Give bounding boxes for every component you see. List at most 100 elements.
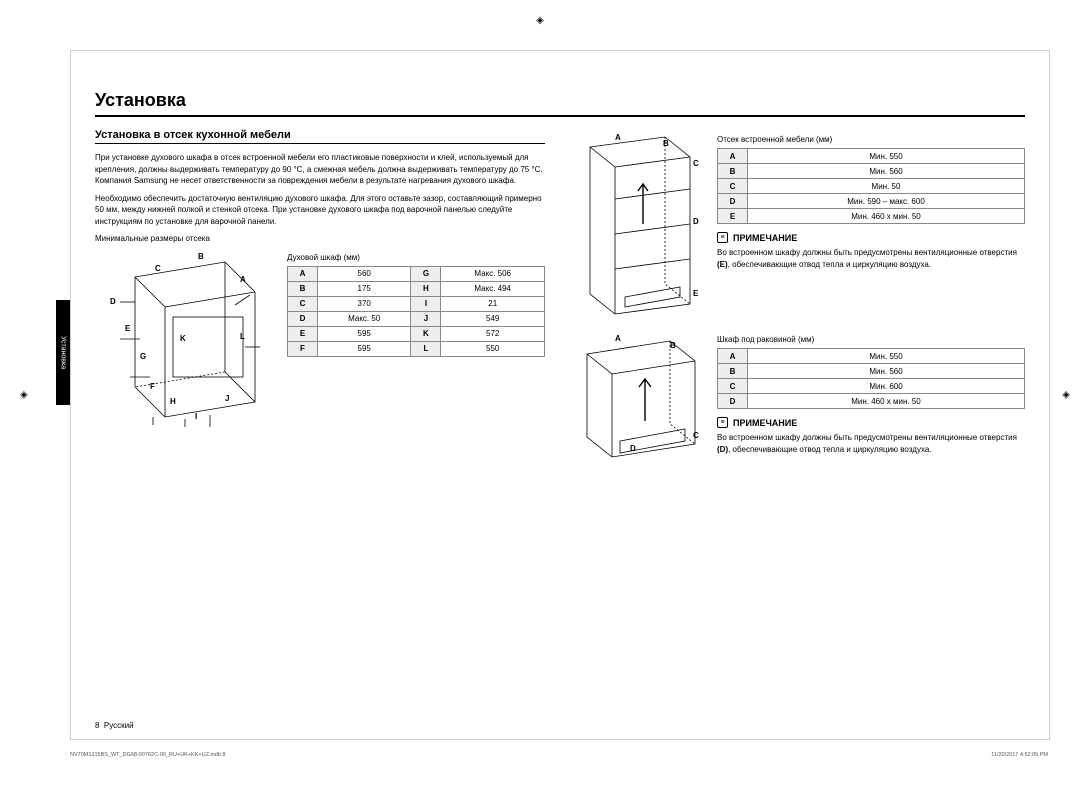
footer-timestamp: 11/20/2017 4:52:05 PM	[991, 752, 1048, 758]
oven-lbl-f: F	[150, 382, 155, 391]
table-val: 550	[441, 341, 545, 356]
table-key: C	[718, 379, 748, 394]
table-val: Мин. 600	[748, 379, 1025, 394]
table-val: Мин. 560	[748, 364, 1025, 379]
table-val: Мин. 550	[748, 149, 1025, 164]
section-heading: Установка в отсек кухонной мебели	[95, 129, 545, 141]
table-val: 21	[441, 296, 545, 311]
oven-row: B C A D E K L G F H I J Духовой шкаф (мм…	[95, 247, 545, 432]
table-val: 549	[441, 311, 545, 326]
note-heading-2: ≡ ПРИМЕЧАНИЕ	[717, 417, 1025, 428]
table-key: K	[411, 326, 441, 341]
table-val: 175	[318, 281, 411, 296]
table-key: F	[288, 341, 318, 356]
columns: Установка в отсек кухонной мебели При ус…	[95, 129, 1025, 471]
table-key: C	[288, 296, 318, 311]
oven-table-wrap: Духовой шкаф (мм) A560GМакс. 506B175HМак…	[287, 247, 545, 357]
oven-diagram: B C A D E K L G F H I J	[95, 247, 275, 432]
paragraph-1: При установке духового шкафа в отсек вст…	[95, 152, 545, 187]
crop-mark-left: ◈	[20, 390, 28, 401]
heavy-rule	[95, 115, 1025, 117]
page-number: 8 Русский	[95, 721, 134, 730]
sink-table: AМин. 550BМин. 560CМин. 600DМин. 460 x м…	[717, 348, 1025, 409]
table-val: 560	[318, 266, 411, 281]
cabinet-table-wrap: Отсек встроенной мебели (мм) AМин. 550BМ…	[717, 129, 1025, 319]
table-val: 572	[441, 326, 545, 341]
sink-row: A B C D Шкаф под раковиной (мм) AМин. 55…	[575, 329, 1025, 461]
cabinet-table: AМин. 550BМин. 560CМин. 50DМин. 590 – ма…	[717, 148, 1025, 224]
table-key: H	[411, 281, 441, 296]
sink-table-wrap: Шкаф под раковиной (мм) AМин. 550BМин. 5…	[717, 329, 1025, 461]
table-val: Мин. 460 x мин. 50	[748, 394, 1025, 409]
table-key: J	[411, 311, 441, 326]
table-val: Мин. 50	[748, 179, 1025, 194]
table-val: 370	[318, 296, 411, 311]
oven-lbl-a: A	[240, 275, 246, 284]
table-key: E	[718, 209, 748, 224]
sink-diagram: A B C D	[575, 329, 705, 459]
oven-lbl-j: J	[225, 394, 229, 403]
oven-lbl-e: E	[125, 324, 130, 333]
table-val: Макс. 50	[318, 311, 411, 326]
oven-table: A560GМакс. 506B175HМакс. 494C370I21DМакс…	[287, 266, 545, 357]
note-icon: ≡	[717, 232, 728, 243]
oven-lbl-d: D	[110, 297, 116, 306]
cabinet-table-title: Отсек встроенной мебели (мм)	[717, 135, 1025, 144]
oven-lbl-b: B	[198, 252, 204, 261]
crop-mark-top: ◈	[536, 15, 544, 26]
note-heading-1: ≡ ПРИМЕЧАНИЕ	[717, 232, 1025, 243]
oven-lbl-g: G	[140, 352, 146, 361]
table-val: 595	[318, 341, 411, 356]
table-key: D	[718, 194, 748, 209]
table-key: B	[288, 281, 318, 296]
cabinet-diagram: A B C D E	[575, 129, 705, 319]
table-key: L	[411, 341, 441, 356]
table-key: C	[718, 179, 748, 194]
cab-lbl-b: B	[663, 139, 669, 148]
sink-lbl-c: C	[693, 431, 699, 440]
sink-lbl-a: A	[615, 334, 621, 343]
table-key: D	[288, 311, 318, 326]
page-content: Установка Установка в отсек кухонной меб…	[95, 90, 1025, 720]
oven-lbl-l: L	[240, 332, 245, 341]
oven-lbl-i: I	[195, 412, 197, 421]
column-left: Установка в отсек кухонной мебели При ус…	[95, 129, 545, 471]
table-val: Мин. 560	[748, 164, 1025, 179]
table-key: I	[411, 296, 441, 311]
oven-lbl-h: H	[170, 397, 176, 406]
oven-table-title: Духовой шкаф (мм)	[287, 253, 545, 262]
table-key: E	[288, 326, 318, 341]
table-key: D	[718, 394, 748, 409]
cab-lbl-d: D	[693, 217, 699, 226]
column-right: A B C D E Отсек встроенной мебели (мм) A…	[575, 129, 1025, 471]
sink-table-title: Шкаф под раковиной (мм)	[717, 335, 1025, 344]
cab-lbl-a: A	[615, 133, 621, 142]
table-key: A	[718, 349, 748, 364]
side-tab: Установка	[56, 300, 70, 405]
table-key: B	[718, 364, 748, 379]
sink-lbl-d: D	[630, 444, 636, 453]
cab-lbl-c: C	[693, 159, 699, 168]
note-icon: ≡	[717, 417, 728, 428]
cabinet-svg	[575, 129, 705, 319]
table-key: B	[718, 164, 748, 179]
table-key: A	[288, 266, 318, 281]
table-key: G	[411, 266, 441, 281]
oven-lbl-k: K	[180, 334, 186, 343]
sink-svg	[575, 329, 705, 459]
cabinet-row: A B C D E Отсек встроенной мебели (мм) A…	[575, 129, 1025, 319]
oven-lbl-c: C	[155, 264, 161, 273]
note-label-1: ПРИМЕЧАНИЕ	[733, 233, 797, 243]
paragraph-2: Необходимо обеспечить достаточную вентил…	[95, 193, 545, 228]
thin-rule	[95, 143, 545, 144]
table-val: Макс. 494	[441, 281, 545, 296]
table-key: A	[718, 149, 748, 164]
min-dim-heading: Минимальные размеры отсека	[95, 234, 545, 243]
table-val: Мин. 590 – макс. 600	[748, 194, 1025, 209]
table-val: 595	[318, 326, 411, 341]
sink-lbl-b: B	[670, 341, 676, 350]
crop-mark-right: ◈	[1062, 390, 1070, 401]
note-text-1: Во встроенном шкафу должны быть предусмо…	[717, 247, 1025, 270]
table-val: Мин. 550	[748, 349, 1025, 364]
page-title: Установка	[95, 90, 1025, 111]
